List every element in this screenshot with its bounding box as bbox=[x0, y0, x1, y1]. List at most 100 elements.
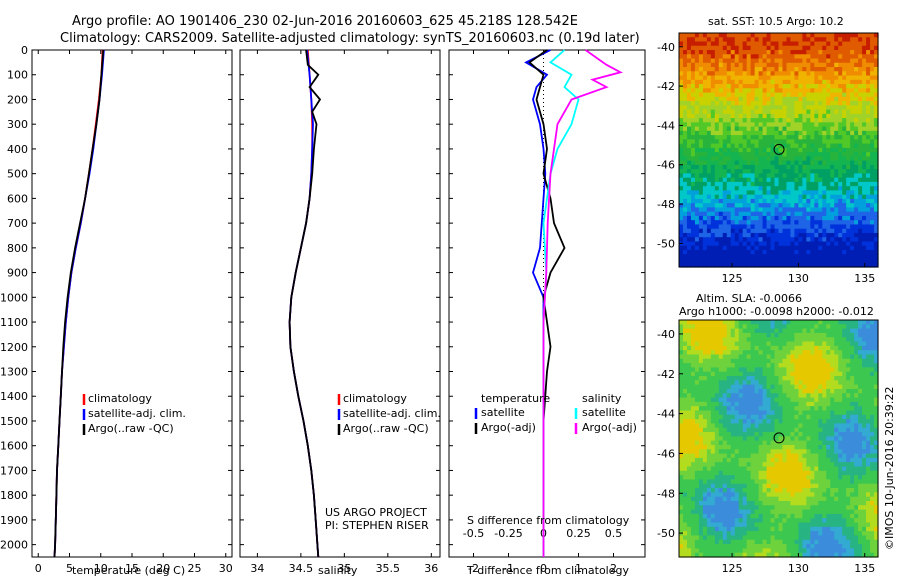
map-cell bbox=[854, 397, 859, 403]
map-cell bbox=[842, 245, 847, 251]
map-cell bbox=[802, 393, 807, 399]
map-cell bbox=[838, 58, 843, 64]
map-cell bbox=[854, 324, 859, 330]
map-cell bbox=[850, 475, 855, 481]
map-cell bbox=[682, 393, 688, 399]
map-cell bbox=[822, 37, 827, 43]
map-cell bbox=[830, 363, 835, 368]
map-cell bbox=[778, 324, 784, 330]
map-cell bbox=[826, 156, 831, 162]
map-cell bbox=[686, 37, 692, 43]
map-cell bbox=[806, 419, 811, 425]
map-cell bbox=[834, 380, 839, 386]
map-cell bbox=[778, 444, 784, 450]
map-cell bbox=[686, 237, 692, 243]
map-cell bbox=[702, 143, 708, 149]
map-cell bbox=[846, 376, 851, 381]
map-cell bbox=[766, 84, 772, 89]
map-cell bbox=[782, 320, 788, 325]
map-cell bbox=[838, 173, 843, 179]
map-cell bbox=[838, 367, 843, 373]
map-cell bbox=[686, 177, 692, 183]
map-cell bbox=[830, 147, 835, 153]
map-cell bbox=[750, 135, 756, 140]
map-cell bbox=[842, 105, 847, 111]
map-cell bbox=[774, 37, 780, 43]
map-cell bbox=[746, 109, 752, 115]
map-cell bbox=[758, 33, 764, 38]
map-cell bbox=[830, 440, 835, 446]
map-cell bbox=[846, 414, 851, 420]
map-cell bbox=[714, 410, 720, 416]
map-cell bbox=[842, 173, 847, 179]
map-cell bbox=[822, 457, 827, 463]
map-cell bbox=[806, 245, 811, 251]
map-cell bbox=[858, 211, 863, 217]
map-cell bbox=[742, 397, 748, 403]
map-cell bbox=[710, 143, 716, 149]
map-cell bbox=[690, 54, 696, 60]
map-cell bbox=[830, 54, 835, 60]
map-cell bbox=[698, 190, 704, 196]
map-cell bbox=[766, 96, 772, 102]
map-cell bbox=[806, 466, 811, 472]
map-cell bbox=[714, 211, 720, 217]
map-cell bbox=[742, 427, 748, 433]
map-cell bbox=[866, 401, 871, 407]
map-cell bbox=[698, 181, 704, 187]
map-cell bbox=[810, 41, 815, 47]
map-cell bbox=[866, 198, 871, 204]
map-cell bbox=[754, 156, 760, 162]
map-cell bbox=[706, 258, 712, 264]
map-cell bbox=[842, 220, 847, 226]
map-cell bbox=[686, 440, 692, 446]
map-cell bbox=[846, 190, 851, 196]
map-cell bbox=[694, 388, 700, 394]
map-cell bbox=[846, 470, 851, 476]
map-cell bbox=[694, 436, 700, 442]
map-cell bbox=[694, 164, 700, 170]
map-cell bbox=[834, 254, 839, 260]
map-cell bbox=[834, 220, 839, 226]
x-tick-label: 5 bbox=[66, 562, 73, 575]
map-cell bbox=[682, 194, 688, 200]
map-cell bbox=[778, 249, 784, 255]
map-cell bbox=[686, 332, 692, 338]
map-cell bbox=[790, 328, 796, 334]
map-cell bbox=[746, 414, 752, 420]
depth-tick-label: 600 bbox=[7, 192, 28, 205]
map-cell bbox=[818, 186, 823, 192]
map-cell bbox=[874, 105, 879, 111]
map-cell bbox=[854, 440, 859, 446]
map-cell bbox=[850, 341, 855, 347]
map-cell bbox=[754, 258, 760, 264]
map-cell bbox=[686, 414, 692, 420]
map-cell bbox=[722, 130, 728, 136]
map-cell bbox=[874, 470, 879, 476]
map-cell bbox=[814, 406, 819, 412]
map-cell bbox=[782, 388, 788, 394]
map-cell bbox=[730, 96, 736, 102]
map-cell bbox=[854, 444, 859, 450]
depth-tick-label: 2000 bbox=[0, 539, 28, 552]
map-cell bbox=[806, 220, 811, 226]
map-cell bbox=[874, 258, 879, 264]
map-cell bbox=[690, 152, 696, 157]
map-cell bbox=[786, 211, 792, 217]
map-cell bbox=[842, 241, 847, 247]
map-cell bbox=[694, 130, 700, 136]
map-cell bbox=[702, 186, 708, 192]
map-cell bbox=[874, 328, 879, 334]
map-cell bbox=[738, 363, 744, 368]
map-cell bbox=[750, 462, 756, 468]
map-cell bbox=[750, 414, 756, 420]
map-cell bbox=[802, 367, 807, 373]
map-cell bbox=[814, 457, 819, 463]
map-cell bbox=[774, 406, 780, 412]
map-cell bbox=[698, 254, 704, 260]
map-cell bbox=[858, 220, 863, 226]
map-cell bbox=[722, 147, 728, 153]
map-cell bbox=[850, 211, 855, 217]
map-cell bbox=[698, 440, 704, 446]
map-cell bbox=[822, 54, 827, 60]
